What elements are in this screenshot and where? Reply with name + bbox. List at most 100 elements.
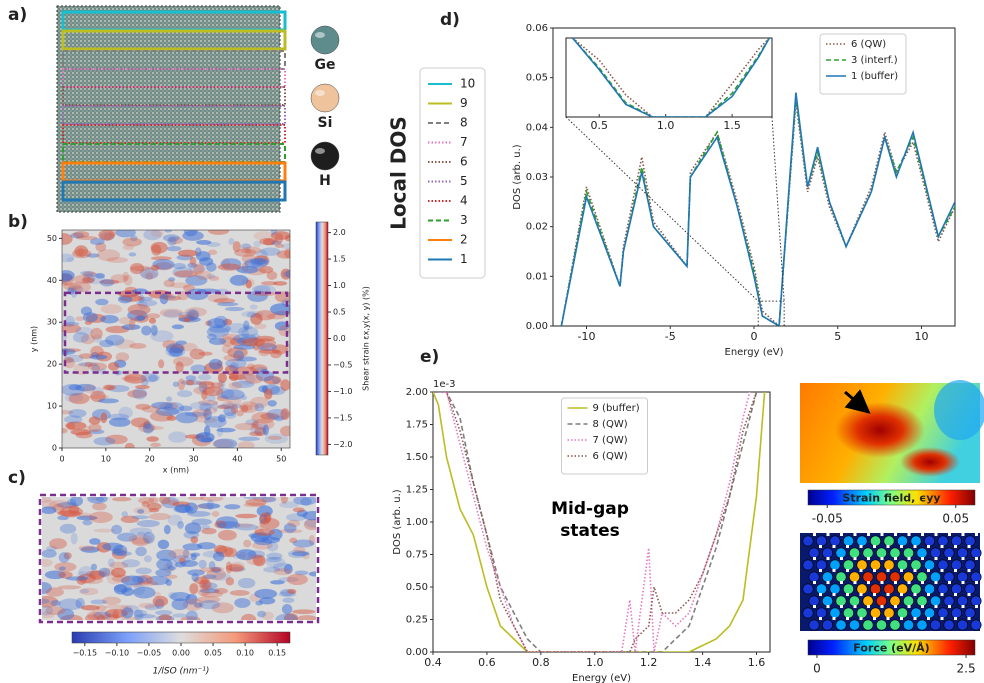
heatmap-patch xyxy=(197,374,212,381)
heatmap-patch xyxy=(168,347,183,357)
heatmap-patch xyxy=(42,598,50,604)
y-tick-label: 0.25 xyxy=(406,615,428,626)
atom-h xyxy=(832,593,836,596)
atom-h xyxy=(894,533,897,536)
atom-force xyxy=(943,595,955,607)
heatmap-patch xyxy=(198,559,207,569)
heatmap-patch xyxy=(135,384,150,390)
heatmap-patch xyxy=(68,392,90,405)
heatmap-patch xyxy=(174,561,186,568)
heatmap-patch xyxy=(136,299,158,307)
heatmap-patch xyxy=(84,320,93,325)
x-tick-label: 0.5 xyxy=(590,119,608,132)
heatmap-patch xyxy=(240,246,262,254)
y-tick-label: 0.75 xyxy=(406,550,428,561)
heatmap-patch xyxy=(151,401,174,410)
heatmap-patch xyxy=(221,257,231,270)
heatmap-patch xyxy=(155,406,180,417)
heatmap-patch xyxy=(197,579,211,589)
heatmap-patch xyxy=(167,499,178,506)
heatmap-patch xyxy=(257,610,267,618)
heatmap-patch xyxy=(135,403,151,410)
heatmap-patch xyxy=(164,402,185,414)
heatmap-patch xyxy=(130,235,138,242)
heatmap-patch xyxy=(192,504,213,509)
heatmap-patch xyxy=(267,541,279,552)
heatmap-patch xyxy=(228,381,243,390)
heatmap-patch xyxy=(106,257,128,263)
y-tick-label: 1.25 xyxy=(406,485,428,496)
heatmap-patch xyxy=(250,313,263,325)
layer-box xyxy=(62,68,286,88)
colorbar-tick-label: 0.05 xyxy=(204,649,222,658)
heatmap-patch xyxy=(208,230,230,235)
heatmap-patch xyxy=(263,566,281,573)
heatmap-patch xyxy=(252,497,276,503)
heatmap-patch xyxy=(133,609,148,617)
heatmap-patch xyxy=(251,411,276,424)
heatmap-patch xyxy=(237,326,259,338)
heatmap-patch xyxy=(96,249,121,262)
heatmap-patch xyxy=(250,364,268,373)
heatmap-patch xyxy=(253,240,262,248)
heatmap-patch xyxy=(118,316,137,325)
heatmap-patch xyxy=(208,337,227,346)
heatmap-patch xyxy=(42,611,55,619)
heatmap-patch xyxy=(138,422,156,433)
atom-h xyxy=(981,593,984,596)
atom-force xyxy=(848,595,860,607)
heatmap-patch xyxy=(284,248,290,259)
heatmap-patch xyxy=(201,582,218,590)
heatmap-patch xyxy=(136,519,160,528)
heatmap-patch xyxy=(189,348,205,360)
legend-box xyxy=(561,397,648,475)
heatmap-patch xyxy=(188,497,204,501)
heatmap-patch xyxy=(274,232,284,244)
atom-force xyxy=(815,583,827,595)
heatmap-patch xyxy=(229,274,249,286)
atom-h xyxy=(826,557,830,560)
atom-h xyxy=(840,605,843,608)
atom-h xyxy=(913,617,917,620)
heatmap-patch xyxy=(192,408,210,419)
atom-h xyxy=(948,605,951,608)
series-line xyxy=(571,38,770,117)
heatmap-patch xyxy=(128,534,153,545)
series-line xyxy=(572,38,770,117)
heatmap-patch xyxy=(194,417,218,423)
heatmap-patch xyxy=(95,298,109,306)
heatmap-patch xyxy=(101,614,120,620)
heatmap-patch xyxy=(252,541,273,550)
heatmap-patch xyxy=(182,598,204,611)
heatmap-patch xyxy=(157,539,170,550)
legend-label: 7 (QW) xyxy=(593,435,628,446)
heatmap-patch xyxy=(73,231,90,238)
atom-h xyxy=(921,605,924,608)
atom-force xyxy=(964,583,976,595)
x-tick-label: 40 xyxy=(232,455,242,464)
atom-h xyxy=(907,533,911,536)
atom-h xyxy=(934,581,938,584)
heatmap-patch xyxy=(241,329,249,338)
heatmap-patch xyxy=(259,512,271,525)
heatmap-patch xyxy=(93,436,116,446)
heatmap-patch xyxy=(129,527,153,535)
heatmap-patch xyxy=(109,561,129,570)
heatmap-patch xyxy=(142,423,154,434)
atom-force xyxy=(862,595,874,607)
heatmap-patch xyxy=(75,316,85,321)
heatmap-patch xyxy=(302,510,316,521)
atom-force xyxy=(970,619,982,631)
heatmap-patch xyxy=(196,596,221,604)
heatmap-patch xyxy=(78,362,98,367)
x-tick-label: 1.2 xyxy=(640,656,658,669)
heatmap-texture xyxy=(62,230,290,448)
heatmap-patch xyxy=(146,313,161,319)
y-tick-label: 2.00 xyxy=(406,387,428,398)
heatmap-patch xyxy=(293,497,316,506)
series-line xyxy=(433,392,766,652)
heatmap-patch xyxy=(185,275,208,286)
atom-force xyxy=(821,547,833,559)
heatmap-patch xyxy=(241,310,264,318)
